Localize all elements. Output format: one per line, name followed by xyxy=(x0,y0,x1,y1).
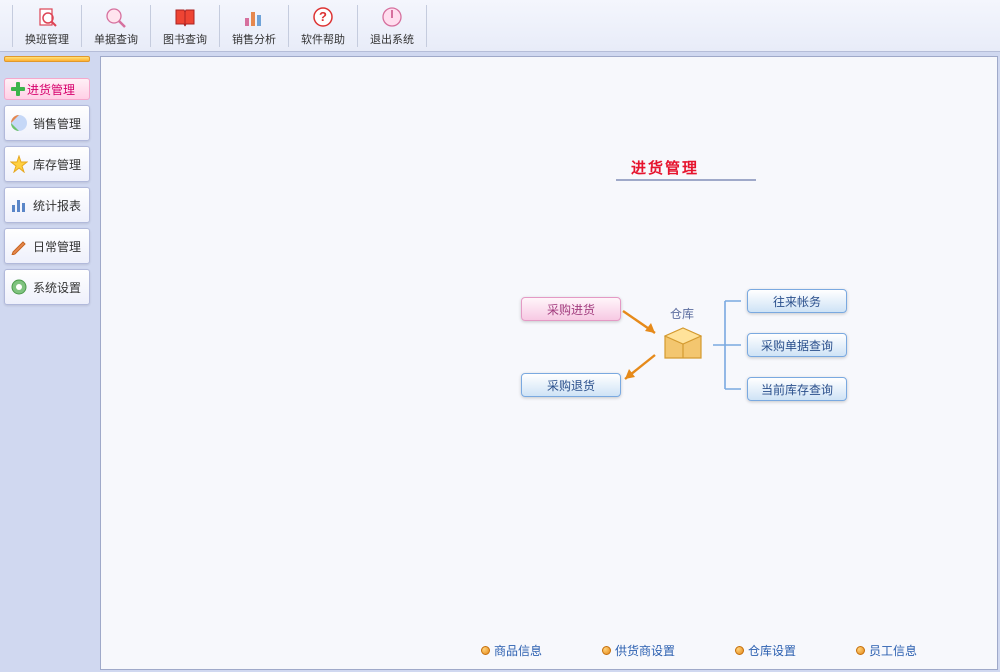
pencil-icon xyxy=(9,236,29,256)
toolbar-label: 软件帮助 xyxy=(301,31,345,47)
sidebar-item-sales[interactable]: 销售管理 xyxy=(4,105,90,141)
flow-label: 当前库存查询 xyxy=(761,381,833,398)
sidebar-label: 日常管理 xyxy=(33,238,81,255)
flow-purchase-receipts-button[interactable]: 采购单据查询 xyxy=(747,333,847,357)
toolbar-divider xyxy=(426,5,427,47)
sidebar-accent-bar xyxy=(4,56,90,62)
toolbar-divider xyxy=(288,5,289,47)
shift-mgmt-button[interactable]: 换班管理 xyxy=(19,2,75,50)
bullet-icon xyxy=(481,646,490,655)
warehouse-label: 仓库 xyxy=(670,305,694,322)
flow-label: 往来帐务 xyxy=(773,293,821,310)
sidebar-active-label: 进货管理 xyxy=(27,81,75,98)
bottom-link-staff-info[interactable]: 员工信息 xyxy=(856,642,917,659)
bullet-icon xyxy=(735,646,744,655)
sidebar-item-settings[interactable]: 系统设置 xyxy=(4,269,90,305)
flow-label: 采购退货 xyxy=(547,377,595,394)
flow-accounts-button[interactable]: 往来帐务 xyxy=(747,289,847,313)
toolbar-label: 图书查询 xyxy=(163,31,207,47)
star-icon xyxy=(9,154,29,174)
search-doc-icon xyxy=(33,5,61,29)
arrow-icon xyxy=(621,305,665,341)
exit-button[interactable]: 退出系统 xyxy=(364,2,420,50)
bottom-link-warehouse-settings[interactable]: 仓库设置 xyxy=(735,642,796,659)
page-title: 进货管理 xyxy=(631,157,699,178)
toolbar-label: 销售分析 xyxy=(232,31,276,47)
title-underline xyxy=(616,179,756,181)
toolbar-label: 换班管理 xyxy=(25,31,69,47)
sidebar-label: 销售管理 xyxy=(33,115,81,132)
sidebar-label: 统计报表 xyxy=(33,197,81,214)
sidebar-label: 系统设置 xyxy=(33,279,81,296)
book-query-button[interactable]: 图书查询 xyxy=(157,2,213,50)
magnifier-icon xyxy=(102,5,130,29)
toolbar-divider xyxy=(81,5,82,47)
sidebar-item-reports[interactable]: 统计报表 xyxy=(4,187,90,223)
sidebar-item-stock[interactable]: 库存管理 xyxy=(4,146,90,182)
exit-icon xyxy=(378,5,406,29)
bar-chart-icon xyxy=(240,5,268,29)
flow-purchase-in-button[interactable]: 采购进货 xyxy=(521,297,621,321)
sidebar-item-daily[interactable]: 日常管理 xyxy=(4,228,90,264)
plus-icon xyxy=(9,80,27,98)
sales-analysis-button[interactable]: 销售分析 xyxy=(226,2,282,50)
bottom-links: 商品信息 供货商设置 仓库设置 员工信息 xyxy=(481,642,917,659)
flow-purchase-return-button[interactable]: 采购退货 xyxy=(521,373,621,397)
book-icon xyxy=(171,5,199,29)
link-label: 供货商设置 xyxy=(615,642,675,659)
bottom-link-supplier-settings[interactable]: 供货商设置 xyxy=(602,642,675,659)
bracket-connector xyxy=(713,295,743,395)
sidebar-label: 库存管理 xyxy=(33,156,81,173)
warehouse-icon xyxy=(661,324,705,362)
arrow-icon xyxy=(621,349,665,385)
flow-label: 采购单据查询 xyxy=(761,337,833,354)
help-button[interactable]: ? 软件帮助 xyxy=(295,2,351,50)
toolbar-label: 退出系统 xyxy=(370,31,414,47)
bars-icon xyxy=(9,195,29,215)
main-panel: 进货管理 采购进货 采购退货 仓库 往来帐务 采购单据查询 当前库存查询 商品信… xyxy=(100,56,998,670)
bullet-icon xyxy=(602,646,611,655)
receipt-query-button[interactable]: 单据查询 xyxy=(88,2,144,50)
flow-label: 采购进货 xyxy=(547,301,595,318)
flow-current-stock-button[interactable]: 当前库存查询 xyxy=(747,377,847,401)
toolbar-label: 单据查询 xyxy=(94,31,138,47)
ball-icon xyxy=(9,113,29,133)
link-label: 员工信息 xyxy=(869,642,917,659)
link-label: 仓库设置 xyxy=(748,642,796,659)
toolbar-divider xyxy=(150,5,151,47)
sidebar: 进货管理 销售管理 库存管理 统计报表 日常管理 系统设置 xyxy=(4,56,94,305)
toolbar-divider xyxy=(12,5,13,47)
bottom-link-product-info[interactable]: 商品信息 xyxy=(481,642,542,659)
toolbar-divider xyxy=(357,5,358,47)
toolbar-divider xyxy=(219,5,220,47)
gear-icon xyxy=(9,277,29,297)
link-label: 商品信息 xyxy=(494,642,542,659)
sidebar-active-item[interactable]: 进货管理 xyxy=(4,78,90,100)
svg-text:?: ? xyxy=(319,9,327,24)
bullet-icon xyxy=(856,646,865,655)
top-toolbar: 换班管理 单据查询 图书查询 销售分析 ? 软件帮助 退出系统 xyxy=(0,0,1000,52)
help-icon: ? xyxy=(309,5,337,29)
